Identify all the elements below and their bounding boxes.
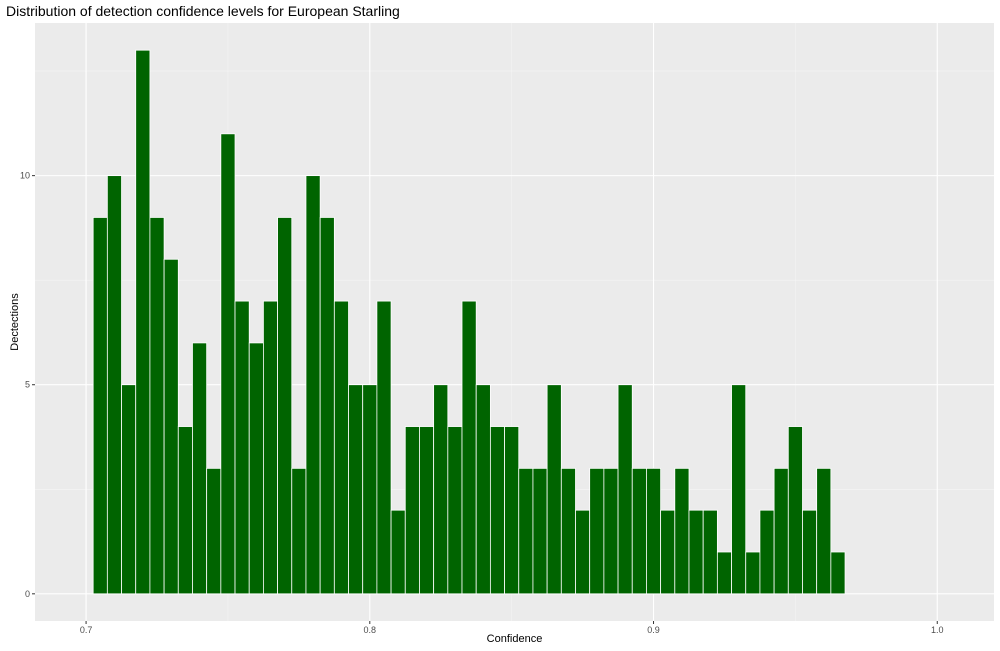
x-tick-label: 1.0 <box>931 625 944 635</box>
bar <box>617 384 633 595</box>
bar <box>575 509 591 595</box>
bar <box>532 467 548 595</box>
bar <box>319 217 335 595</box>
x-tick-label: 0.8 <box>364 625 377 635</box>
bar <box>716 551 732 595</box>
x-tick-label: 0.9 <box>647 625 660 635</box>
bar <box>390 509 406 595</box>
bar <box>106 175 122 595</box>
y-axis-label: Dectections <box>9 293 21 351</box>
bar <box>504 426 520 595</box>
bar <box>759 509 775 595</box>
bar <box>802 509 818 595</box>
bar <box>192 342 208 595</box>
bar <box>816 467 832 595</box>
bar <box>560 467 576 595</box>
bar <box>773 467 789 595</box>
y-tick-label: 0 <box>25 589 30 599</box>
bar <box>177 426 193 595</box>
bar <box>206 467 222 595</box>
bar <box>404 426 420 595</box>
bar <box>589 467 605 595</box>
bar <box>163 258 179 595</box>
bar <box>220 133 236 595</box>
bar <box>419 426 435 595</box>
bar <box>263 300 278 595</box>
bar <box>603 467 619 595</box>
bar <box>248 342 264 595</box>
bar <box>674 467 690 595</box>
bar <box>702 509 718 595</box>
bar <box>362 384 378 595</box>
chart-title: Distribution of detection confidence lev… <box>6 3 400 19</box>
bar <box>731 384 747 595</box>
bar <box>121 384 137 595</box>
x-axis-label: Confidence <box>487 633 543 645</box>
bar <box>745 551 761 595</box>
x-tick-label: 0.7 <box>80 625 93 635</box>
bar <box>376 300 392 595</box>
bar <box>475 384 491 595</box>
bar <box>135 49 151 595</box>
bar <box>149 217 165 595</box>
bar <box>447 426 463 595</box>
x-axis: 0.7 0.8 0.9 1.0 <box>80 621 944 635</box>
bar <box>333 300 349 595</box>
bar <box>660 509 676 595</box>
bars <box>92 49 846 595</box>
bar <box>646 467 662 595</box>
bar <box>688 509 704 595</box>
bar <box>546 384 562 595</box>
bar <box>631 467 647 595</box>
bar <box>305 175 321 595</box>
y-tick-label: 5 <box>25 380 30 390</box>
bar <box>518 467 534 595</box>
bar <box>277 217 293 595</box>
bar <box>433 384 449 595</box>
bar <box>291 467 307 595</box>
y-axis: 0 5 10 <box>20 171 35 599</box>
bar <box>461 300 477 595</box>
bar <box>92 217 108 595</box>
bar <box>348 384 364 595</box>
bar <box>787 426 803 595</box>
bar <box>830 551 846 595</box>
bar <box>489 426 505 595</box>
bar <box>234 300 250 595</box>
y-tick-label: 10 <box>20 171 30 181</box>
